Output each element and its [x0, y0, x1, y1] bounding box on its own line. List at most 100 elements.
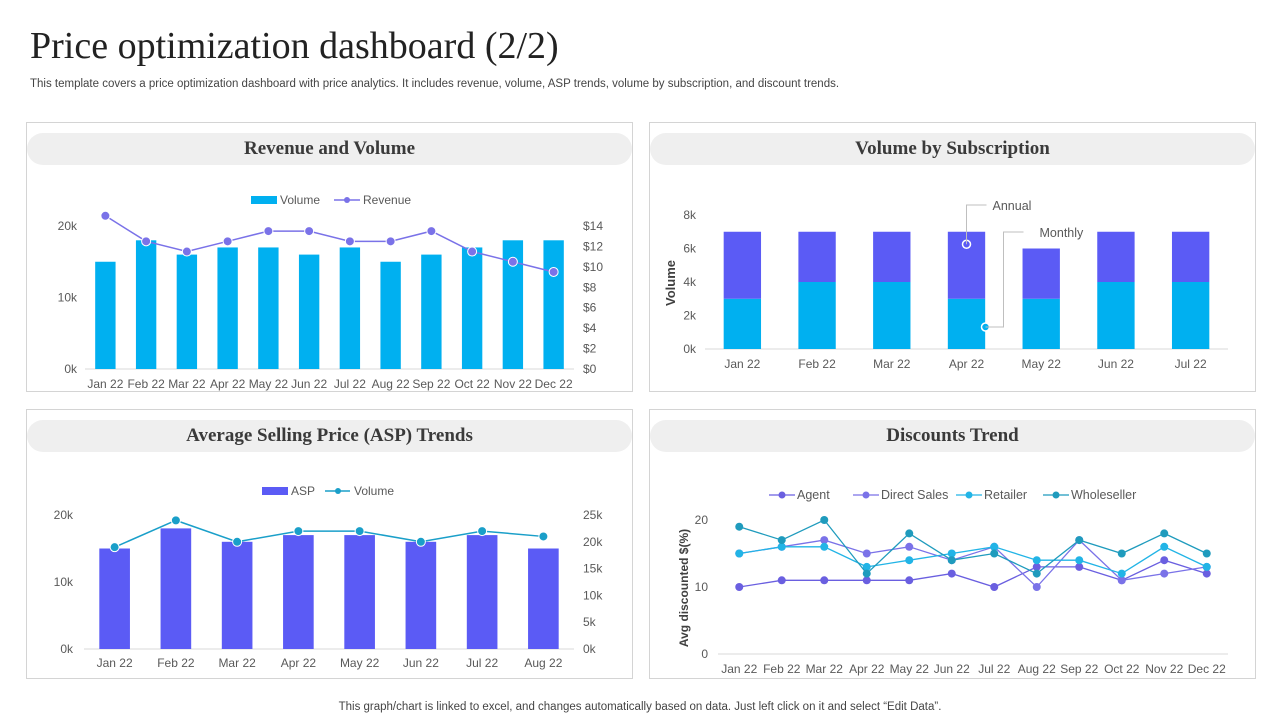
- rv-revenue-point-nov-22: [507, 256, 518, 267]
- dt-x-label-nov-22: Nov 22: [1145, 662, 1183, 676]
- asp-x-label-aug-22: Aug 22: [524, 656, 562, 670]
- dt-point-wholeseller-nov-22: [1160, 529, 1169, 538]
- vs-x-label-jan-22: Jan 22: [724, 357, 760, 371]
- dt-point-retailer-oct-22: [1117, 569, 1126, 578]
- vs-monthly-bar-jul-22: [1171, 282, 1210, 349]
- discounts-trend-chart[interactable]: 0 10 20 Avg discounted $(%) Jan 22 Feb 22 Mar …: [650, 410, 1255, 678]
- asp-legend-asp-swatch: [262, 487, 288, 495]
- asp-x-label-mar-22: Mar 22: [218, 656, 256, 670]
- vs-left-tick-0k: 0k: [683, 342, 697, 356]
- asp-trends-panel: Average Selling Price (ASP) Trends 0k 10k…: [26, 409, 633, 679]
- rv-revenue-point-aug-22: [385, 236, 396, 247]
- vs-annual-bar-jun-22: [1097, 231, 1135, 282]
- vs-annotation-monthly-label: Monthly: [1040, 226, 1085, 240]
- asp-legend-asp-label: ASP: [291, 484, 315, 498]
- discounts-trend-title: Discounts Trend: [650, 420, 1255, 452]
- dt-legend-agent-label: Agent: [797, 488, 830, 502]
- dt-legend-wholeseller-marker: [1052, 491, 1060, 499]
- vs-annotation-monthly-leader: [985, 231, 1024, 328]
- dt-point-direct-sales-nov-22: [1160, 569, 1169, 578]
- dt-point-direct-sales-oct-22: [1117, 576, 1126, 585]
- dt-point-retailer-aug-22: [1032, 556, 1041, 565]
- asp-bar-apr-22: [283, 535, 314, 649]
- page-title: Price optimization dashboard (2/2): [30, 25, 559, 67]
- asp-bar-jan-22: [99, 548, 130, 649]
- dt-x-label-jul-22: Jul 22: [978, 662, 1010, 676]
- rv-right-tick-12: $12: [583, 239, 603, 253]
- asp-left-tick-0k: 0k: [60, 642, 74, 656]
- dt-point-retailer-feb-22: [777, 542, 786, 551]
- dt-point-agent-nov-22: [1160, 556, 1169, 565]
- vs-left-tick-4k: 4k: [683, 275, 697, 289]
- dt-x-label-apr-22: Apr 22: [849, 662, 885, 676]
- rv-revenue-point-may-22: [263, 226, 274, 237]
- rv-x-label-aug-22: Aug 22: [372, 377, 410, 391]
- vs-annual-bar-may-22: [1022, 248, 1060, 299]
- dt-x-label-may-22: May 22: [890, 662, 930, 676]
- rv-revenue-point-feb-22: [141, 236, 152, 247]
- dt-point-retailer-may-22: [905, 556, 914, 565]
- asp-left-tick-10k: 10k: [54, 575, 74, 589]
- rv-right-tick-4: $4: [583, 321, 597, 335]
- rv-revenue-point-jul-22: [344, 236, 355, 247]
- rv-right-tick-10: $10: [583, 260, 603, 274]
- asp-bar-jun-22: [405, 541, 437, 649]
- dt-legend-retailer-label: Retailer: [984, 488, 1027, 502]
- asp-legend-volume-label: Volume: [354, 484, 394, 498]
- dt-point-retailer-dec-22: [1202, 562, 1211, 571]
- vs-monthly-bar-feb-22: [798, 282, 836, 349]
- dt-legend-direct-sales-label: Direct Sales: [881, 488, 948, 502]
- rv-x-label-jun-22: Jun 22: [291, 377, 327, 391]
- volume-subscription-chart[interactable]: 0k 2k 4k 6k 8k Volume Jan 22 Feb 22 Mar 22 Apr 22…: [650, 123, 1255, 391]
- rv-left-tick-0k: 0k: [64, 362, 78, 376]
- dt-point-agent-may-22: [905, 576, 914, 585]
- asp-right-tick-5k: 5k: [583, 615, 597, 629]
- asp-volume-point-feb-22: [170, 515, 181, 526]
- dt-point-retailer-jul-22: [990, 542, 999, 551]
- dt-point-wholeseller-oct-22: [1117, 549, 1126, 558]
- dt-point-agent-sep-22: [1075, 562, 1084, 571]
- rv-x-label-nov-22: Nov 22: [494, 377, 532, 391]
- dt-point-wholeseller-dec-22: [1202, 549, 1211, 558]
- dt-point-retailer-nov-22: [1160, 542, 1169, 551]
- asp-trends-chart[interactable]: 0k 10k 20k 0k 5k 10k 15k 20k 25k Jan 22 Feb 22 Mar …: [27, 410, 632, 678]
- discounts-trend-panel: Discounts Trend 0 10 20 Avg discounted $(%)…: [649, 409, 1256, 679]
- vs-annotation-annual-label: Annual: [993, 199, 1032, 213]
- volume-subscription-title: Volume by Subscription: [650, 133, 1255, 165]
- dt-point-wholeseller-aug-22: [1032, 569, 1041, 578]
- asp-volume-point-aug-22: [538, 531, 549, 542]
- revenue-volume-title: Revenue and Volume: [27, 133, 632, 165]
- asp-volume-line: [114, 519, 544, 548]
- dt-x-label-sep-22: Sep 22: [1060, 662, 1098, 676]
- rv-volume-bar-nov-22: [502, 240, 524, 369]
- dt-point-wholeseller-mar-22: [820, 516, 829, 524]
- dt-left-tick-0: 0: [701, 647, 708, 661]
- vs-annual-bar-feb-22: [798, 231, 836, 282]
- asp-x-label-feb-22: Feb 22: [157, 656, 195, 670]
- vs-monthly-bar-may-22: [1022, 298, 1060, 349]
- dt-x-label-jan-22: Jan 22: [721, 662, 757, 676]
- rv-volume-bar-feb-22: [135, 240, 157, 369]
- rv-volume-bar-dec-22: [543, 240, 564, 369]
- rv-volume-bar-apr-22: [217, 247, 238, 369]
- rv-x-label-feb-22: Feb 22: [127, 377, 165, 391]
- vs-annual-bar-jul-22: [1171, 231, 1210, 282]
- dt-point-agent-aug-22: [1032, 562, 1041, 571]
- rv-revenue-point-jan-22: [100, 210, 111, 221]
- rv-x-label-oct-22: Oct 22: [454, 377, 490, 391]
- asp-left-tick-20k: 20k: [54, 508, 74, 522]
- rv-volume-bar-aug-22: [380, 261, 401, 369]
- dt-point-retailer-jun-22: [947, 549, 956, 558]
- rv-revenue-point-apr-22: [222, 236, 233, 247]
- rv-x-label-jan-22: Jan 22: [87, 377, 123, 391]
- rv-revenue-line: [104, 215, 554, 273]
- asp-right-tick-15k: 15k: [583, 562, 603, 576]
- footer-note: This graph/chart is linked to excel, and…: [338, 701, 942, 713]
- vs-monthly-bar-mar-22: [873, 282, 911, 349]
- vs-x-label-mar-22: Mar 22: [873, 357, 911, 371]
- volume-subscription-panel: Volume by Subscription 0k 2k 4k 6k 8k Volume J…: [649, 122, 1256, 392]
- dt-legend-retailer-marker: [965, 491, 973, 499]
- vs-annotation-annual-leader: [966, 204, 987, 245]
- asp-volume-point-apr-22: [293, 526, 304, 537]
